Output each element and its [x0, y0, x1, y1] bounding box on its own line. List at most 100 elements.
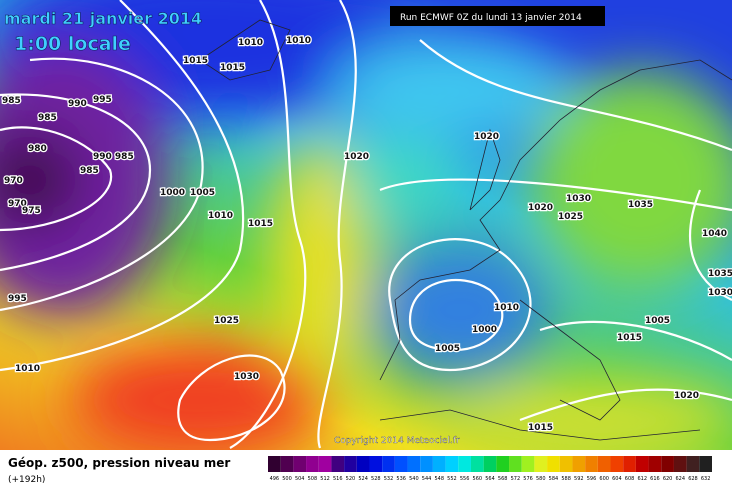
- scale-label: 572: [511, 476, 521, 482]
- scale-cell: [610, 456, 624, 472]
- scale-label: 504: [295, 476, 305, 482]
- isobar-label: 1010: [15, 364, 40, 374]
- isobar-label: 1005: [190, 188, 215, 198]
- scale-cell: [293, 456, 307, 472]
- scale-label: 524: [358, 476, 368, 482]
- date: mardi 21 janvier 2014: [4, 9, 202, 28]
- scale-label: 580: [536, 476, 546, 482]
- scale-cell: [318, 456, 332, 472]
- scale-cell: [280, 456, 294, 472]
- scale-cell: [534, 456, 548, 472]
- run: Run ECMWF 0Z du lundi 13 janvier 2014: [400, 13, 582, 23]
- isobar-label: 990: [68, 99, 87, 109]
- run-box: [390, 6, 605, 26]
- isobar-label: 985: [38, 113, 57, 123]
- scale-cell: [623, 456, 636, 472]
- scale-label: 500: [282, 476, 292, 482]
- scale-cell: [407, 456, 421, 472]
- isobar-label: 1010: [286, 36, 311, 46]
- isobar-label: 1005: [435, 344, 460, 354]
- isobar-label: 985: [80, 166, 99, 176]
- scale-label: 568: [498, 476, 508, 482]
- scale-label: 616: [650, 476, 660, 482]
- isobar-label: 990 985: [93, 152, 134, 162]
- isobar-label: 1035: [708, 269, 732, 279]
- scale-label: 496: [270, 476, 280, 482]
- isobar-label: 1015: [183, 56, 208, 66]
- isobar-label: 1025: [214, 316, 239, 326]
- isobar-label: 1015: [528, 423, 553, 433]
- scale-label: 552: [447, 476, 457, 482]
- scale-cell: [420, 456, 433, 472]
- scale-cell: [521, 456, 535, 472]
- isobar-label: 1010: [208, 211, 233, 221]
- scale-label: 588: [561, 476, 571, 482]
- coastlines: [199, 19, 732, 441]
- scale-cell: [673, 456, 687, 472]
- scale-cell: [661, 456, 674, 472]
- scale-cell: [496, 456, 510, 472]
- scale-cell: [699, 456, 712, 472]
- scale-cell: [470, 456, 484, 472]
- scale-label: 612: [637, 476, 647, 482]
- isobar-label: 970: [4, 176, 23, 186]
- scale-cell: [394, 456, 408, 472]
- isobar-label: 1025: [558, 212, 583, 222]
- isobar-label: 1020: [344, 152, 369, 162]
- scale-cell: [331, 456, 345, 472]
- scale-cell: [382, 456, 395, 472]
- scale-cell: [356, 456, 370, 472]
- isobar-label: 975: [22, 206, 41, 216]
- scale-cell: [458, 456, 471, 472]
- isobar-label: 995: [8, 294, 27, 304]
- scale-cell: [369, 456, 383, 472]
- scale-cell: [268, 456, 281, 472]
- scale-label: 564: [485, 476, 495, 482]
- color-scale: 496 500 504 508 512 516 520 524 528 532 536 540 544 5…: [268, 456, 712, 482]
- scale-label: 520: [346, 476, 356, 482]
- isobar-label: 1020: [474, 132, 499, 142]
- isobar-label: 1035: [628, 200, 653, 210]
- scale-label: 540: [409, 476, 419, 482]
- scale-label: 608: [625, 476, 635, 482]
- scale-label: 620: [663, 476, 673, 482]
- scale-cell: [483, 456, 497, 472]
- isobar-label: 1030: [708, 288, 732, 298]
- scale-label: 632: [701, 476, 711, 482]
- isobar-label: 980: [28, 144, 47, 154]
- scale-label: 516: [333, 476, 343, 482]
- isobar-label: 1015: [617, 333, 642, 343]
- scale-cell: [597, 456, 611, 472]
- isobar-label: 1005: [645, 316, 670, 326]
- footer-title: Géop. z500, pression niveau mer: [8, 456, 230, 470]
- scale-label: 596: [587, 476, 597, 482]
- isobar-label: 995: [93, 95, 112, 105]
- scale-label: 544: [422, 476, 432, 482]
- isobar-label: 1020: [674, 391, 699, 401]
- isobar-label: 1030: [566, 194, 591, 204]
- time: 1:00 locale: [14, 33, 131, 55]
- isobars: [0, 0, 732, 448]
- scale-cell: [445, 456, 459, 472]
- scale-label: 604: [612, 476, 622, 482]
- scale-cell: [432, 456, 446, 472]
- isobar-label: 1010: [238, 38, 263, 48]
- isobar-label: 1015: [248, 219, 273, 229]
- copyright: Copyright 2014 Meteociel.fr: [334, 436, 460, 446]
- scale-label: 536: [396, 476, 406, 482]
- scale-label: 556: [460, 476, 470, 482]
- scale-cell: [635, 456, 649, 472]
- scale-label: 560: [473, 476, 483, 482]
- scale-label: 532: [384, 476, 394, 482]
- isobar-label: 970: [8, 199, 27, 209]
- scale-label: 600: [599, 476, 609, 482]
- scale-cell: [585, 456, 598, 472]
- isobar-label: 1000: [160, 188, 185, 198]
- scale-cell: [509, 456, 522, 472]
- isobar-label: 1000: [472, 325, 497, 335]
- isobar-label: 985: [2, 96, 21, 106]
- scale-label: 592: [574, 476, 584, 482]
- field: [0, 0, 732, 460]
- scale-label: 528: [371, 476, 381, 482]
